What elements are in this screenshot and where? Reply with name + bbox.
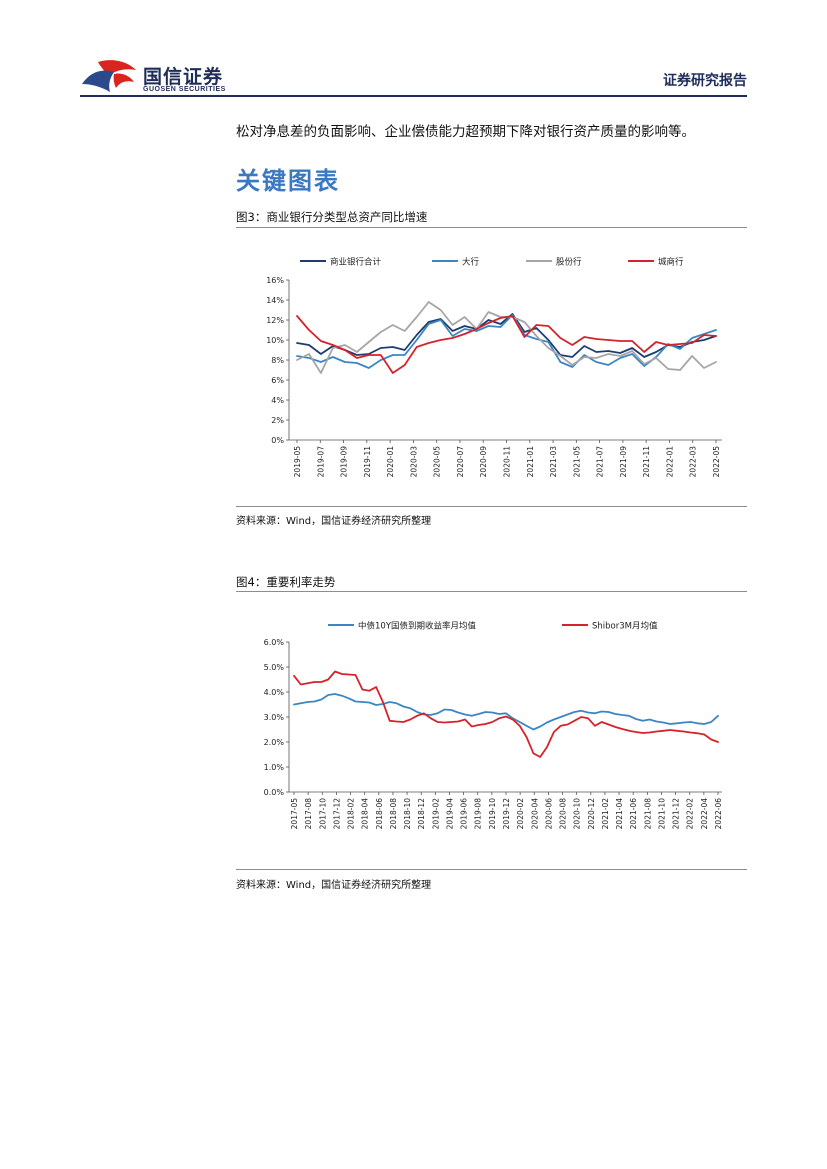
body-paragraph: 松对净息差的负面影响、企业偿债能力超预期下降对银行资产质量的影响等。 bbox=[236, 124, 695, 140]
chart2-x-tick-label: 2017-10 bbox=[318, 798, 327, 830]
chart2-x-tick-label: 2020-08 bbox=[559, 798, 568, 830]
chart1-x-tick-label: 2021-09 bbox=[619, 446, 628, 478]
chart2-x-tick-label: 2019-04 bbox=[445, 798, 454, 830]
chart1-y-tick-label: 14% bbox=[266, 296, 284, 305]
figure-4-top-rule bbox=[236, 591, 747, 592]
section-title: 关键图表 bbox=[236, 167, 340, 195]
report-type-label: 证券研究报告 bbox=[663, 73, 747, 89]
chart1-x-tick-label: 2022-03 bbox=[689, 446, 698, 478]
chart1-y-tick-label: 10% bbox=[266, 336, 284, 345]
chart1-x-tick-label: 2021-01 bbox=[526, 446, 535, 478]
chart2-x-tick-label: 2021-10 bbox=[657, 798, 666, 830]
chart2-y-tick-label: 2.0% bbox=[264, 738, 285, 747]
chart2-x-tick-label: 2017-12 bbox=[332, 798, 341, 830]
chart2-series-line-1 bbox=[293, 693, 719, 731]
chart1-y-tick-label: 6% bbox=[271, 376, 284, 385]
chart1-x-tick-label: 2019-07 bbox=[316, 446, 325, 478]
chart2-y-tick-label: 0.0% bbox=[264, 788, 285, 797]
header-divider bbox=[80, 95, 747, 97]
chart1-x-tick-label: 2020-05 bbox=[433, 446, 442, 478]
chart2-x-tick-label: 2021-06 bbox=[629, 798, 638, 830]
chart2-x-tick-label: 2020-02 bbox=[516, 798, 525, 830]
chart2-y-tick-label: 1.0% bbox=[264, 763, 285, 772]
chart2-x-tick-label: 2022-04 bbox=[700, 798, 709, 830]
chart1-x-tick-label: 2021-07 bbox=[596, 446, 605, 478]
chart1-legend-label-4: 城商行 bbox=[658, 257, 684, 268]
figure-3-top-rule bbox=[236, 227, 747, 228]
chart2-x-tick-label: 2020-04 bbox=[530, 798, 539, 830]
chart2-x-tick-label: 2019-12 bbox=[502, 798, 511, 830]
figure-4-chart: 6.0% 5.0% 4.0% 3.0% 2.0% 1.0% 0.0% 2017-05 2017-… bbox=[264, 621, 723, 830]
chart2-x-tick-label: 2017-08 bbox=[304, 798, 313, 830]
chart1-x-tick-label: 2020-03 bbox=[409, 446, 418, 478]
chart2-x-tick-label: 2021-08 bbox=[643, 798, 652, 830]
chart1-legend-label-3: 股份行 bbox=[556, 257, 582, 268]
figure-3-bottom-rule bbox=[236, 506, 747, 507]
chart2-x-tick-label: 2017-05 bbox=[290, 798, 299, 830]
chart2-series-line-2 bbox=[293, 670, 719, 758]
chart2-y-tick-label: 6.0% bbox=[264, 638, 285, 647]
chart1-x-tick-label: 2020-11 bbox=[503, 446, 512, 478]
chart2-x-tick-label: 2018-04 bbox=[361, 798, 370, 830]
chart1-y-tick-label: 12% bbox=[266, 316, 284, 325]
chart2-y-tick-label: 5.0% bbox=[264, 663, 285, 672]
chart2-x-tick-label: 2021-12 bbox=[672, 798, 681, 830]
chart1-legend-label-2: 大行 bbox=[462, 257, 480, 268]
chart1-y-tick-label: 8% bbox=[271, 356, 284, 365]
chart1-x-tick-label: 2019-11 bbox=[363, 446, 372, 478]
figure-3-source: 资料来源：Wind，国信证券经济研究所整理 bbox=[236, 516, 432, 527]
chart1-x-tick-label: 2021-05 bbox=[572, 446, 581, 478]
guosen-logo bbox=[82, 60, 136, 92]
chart1-series-line-4 bbox=[296, 315, 717, 374]
chart2-y-tick-label: 3.0% bbox=[264, 713, 285, 722]
chart1-series-line-1 bbox=[296, 313, 717, 358]
chart2-x-tick-label: 2020-10 bbox=[573, 798, 582, 830]
chart2-y-tick-label: 4.0% bbox=[264, 688, 285, 697]
chart1-x-tick-label: 2019-05 bbox=[293, 446, 302, 478]
chart1-legend-label-1: 商业银行合计 bbox=[330, 257, 382, 268]
chart2-x-tick-label: 2021-04 bbox=[615, 798, 624, 830]
figure-4-title: 图4：重要利率走势 bbox=[236, 575, 336, 589]
chart2-x-tick-label: 2022-06 bbox=[714, 798, 723, 830]
chart2-x-tick-label: 2019-08 bbox=[474, 798, 483, 830]
chart1-series-line-2 bbox=[296, 314, 717, 369]
chart2-x-tick-label: 2022-02 bbox=[686, 798, 695, 830]
chart1-y-tick-label: 0% bbox=[271, 436, 284, 445]
chart1-x-tick-label: 2021-03 bbox=[549, 446, 558, 478]
chart2-x-tick-label: 2018-12 bbox=[417, 798, 426, 830]
chart2-x-tick-label: 2018-08 bbox=[389, 798, 398, 830]
chart2-x-tick-label: 2021-02 bbox=[601, 798, 610, 830]
chart2-x-tick-label: 2020-06 bbox=[544, 798, 553, 830]
chart1-y-tick-label: 16% bbox=[266, 276, 284, 285]
chart1-x-tick-label: 2019-09 bbox=[340, 446, 349, 478]
chart1-y-tick-label: 2% bbox=[271, 416, 284, 425]
chart2-x-tick-label: 2019-02 bbox=[431, 798, 440, 830]
figure-4-source: 资料来源：Wind，国信证券经济研究所整理 bbox=[236, 880, 432, 891]
chart1-x-tick-label: 2020-01 bbox=[386, 446, 395, 478]
chart2-x-tick-label: 2018-02 bbox=[347, 798, 356, 830]
chart1-x-tick-label: 2022-01 bbox=[665, 446, 674, 478]
chart2-x-tick-label: 2019-10 bbox=[488, 798, 497, 830]
chart1-x-tick-label: 2020-07 bbox=[456, 446, 465, 478]
chart1-y-tick-label: 4% bbox=[271, 396, 284, 405]
logo-blue-wing bbox=[82, 70, 114, 92]
chart1-x-tick-label: 2021-11 bbox=[642, 446, 651, 478]
chart1-x-tick-label: 2020-09 bbox=[479, 446, 488, 478]
chart2-x-tick-label: 2019-06 bbox=[460, 798, 469, 830]
chart2-legend-label-1: 中债10Y国债到期收益率月均值 bbox=[358, 621, 477, 632]
chart2-legend-label-2: Shibor3M月均值 bbox=[592, 621, 658, 632]
chart1-x-tick-label: 2022-05 bbox=[712, 446, 721, 478]
brand-name-en: GUOSEN SECURITIES bbox=[143, 86, 226, 93]
chart2-x-tick-label: 2018-06 bbox=[375, 798, 384, 830]
chart2-x-tick-label: 2018-10 bbox=[403, 798, 412, 830]
figure-3-chart: 16% 14% 12% 10% 8% 6% 4% 2% 0% 2019-05 2019-07 2019… bbox=[266, 257, 722, 478]
figure-4-bottom-rule bbox=[236, 869, 747, 870]
chart2-x-tick-label: 2020-12 bbox=[587, 798, 596, 830]
brand-name: 国信证券 bbox=[143, 66, 224, 88]
chart1-series-line-3 bbox=[296, 301, 717, 374]
logo-red-tail bbox=[113, 73, 134, 88]
figure-3-title: 图3：商业银行分类型总资产同比增速 bbox=[236, 210, 428, 224]
